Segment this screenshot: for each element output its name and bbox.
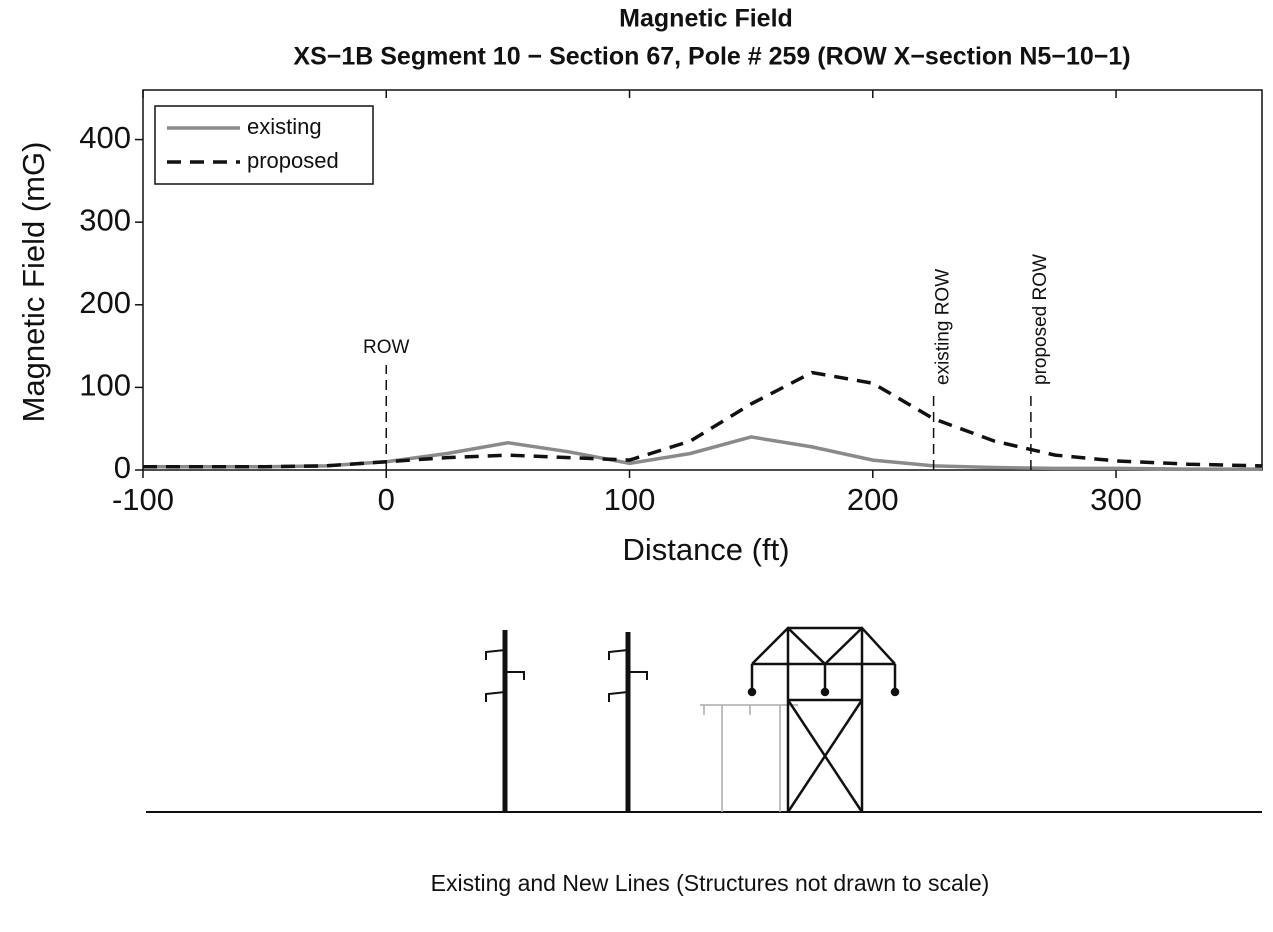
series-line <box>143 370 1263 469</box>
y-tick-label: 200 <box>79 285 131 320</box>
pole <box>608 632 648 812</box>
annotation: proposed ROW <box>1030 254 1051 385</box>
plot-frame <box>142 89 1263 471</box>
pole <box>485 630 525 812</box>
structures-diagram <box>146 626 1262 813</box>
diagram-caption: Existing and New Lines (Structures not d… <box>431 870 990 896</box>
legend-box <box>154 105 374 185</box>
chart-subtitle: XS−1B Segment 10 − Section 67, Pole # 25… <box>293 43 1130 71</box>
annotation: existing ROW <box>933 269 954 385</box>
y-tick-label: 100 <box>79 368 131 403</box>
y-tick-label: 0 <box>114 450 131 485</box>
y-axis-label: Magnetic Field (mG) <box>16 142 51 423</box>
legend-label: existing <box>247 114 322 139</box>
y-tick-label: 400 <box>79 120 131 155</box>
x-tick-label: 100 <box>604 482 656 517</box>
x-tick-label: 0 <box>378 482 395 517</box>
legend-label: proposed <box>247 148 339 173</box>
x-tick-label: -100 <box>112 482 174 517</box>
tower <box>747 626 900 813</box>
x-tick-label: 200 <box>847 482 899 517</box>
annotation: ROW <box>363 337 410 358</box>
y-tick-label: 300 <box>79 202 131 237</box>
x-tick-label: 300 <box>1090 482 1142 517</box>
new-structure <box>700 704 798 812</box>
x-axis-label: Distance (ft) <box>622 532 789 567</box>
chart-title: Magnetic Field <box>619 5 793 33</box>
series-line <box>143 435 1262 471</box>
